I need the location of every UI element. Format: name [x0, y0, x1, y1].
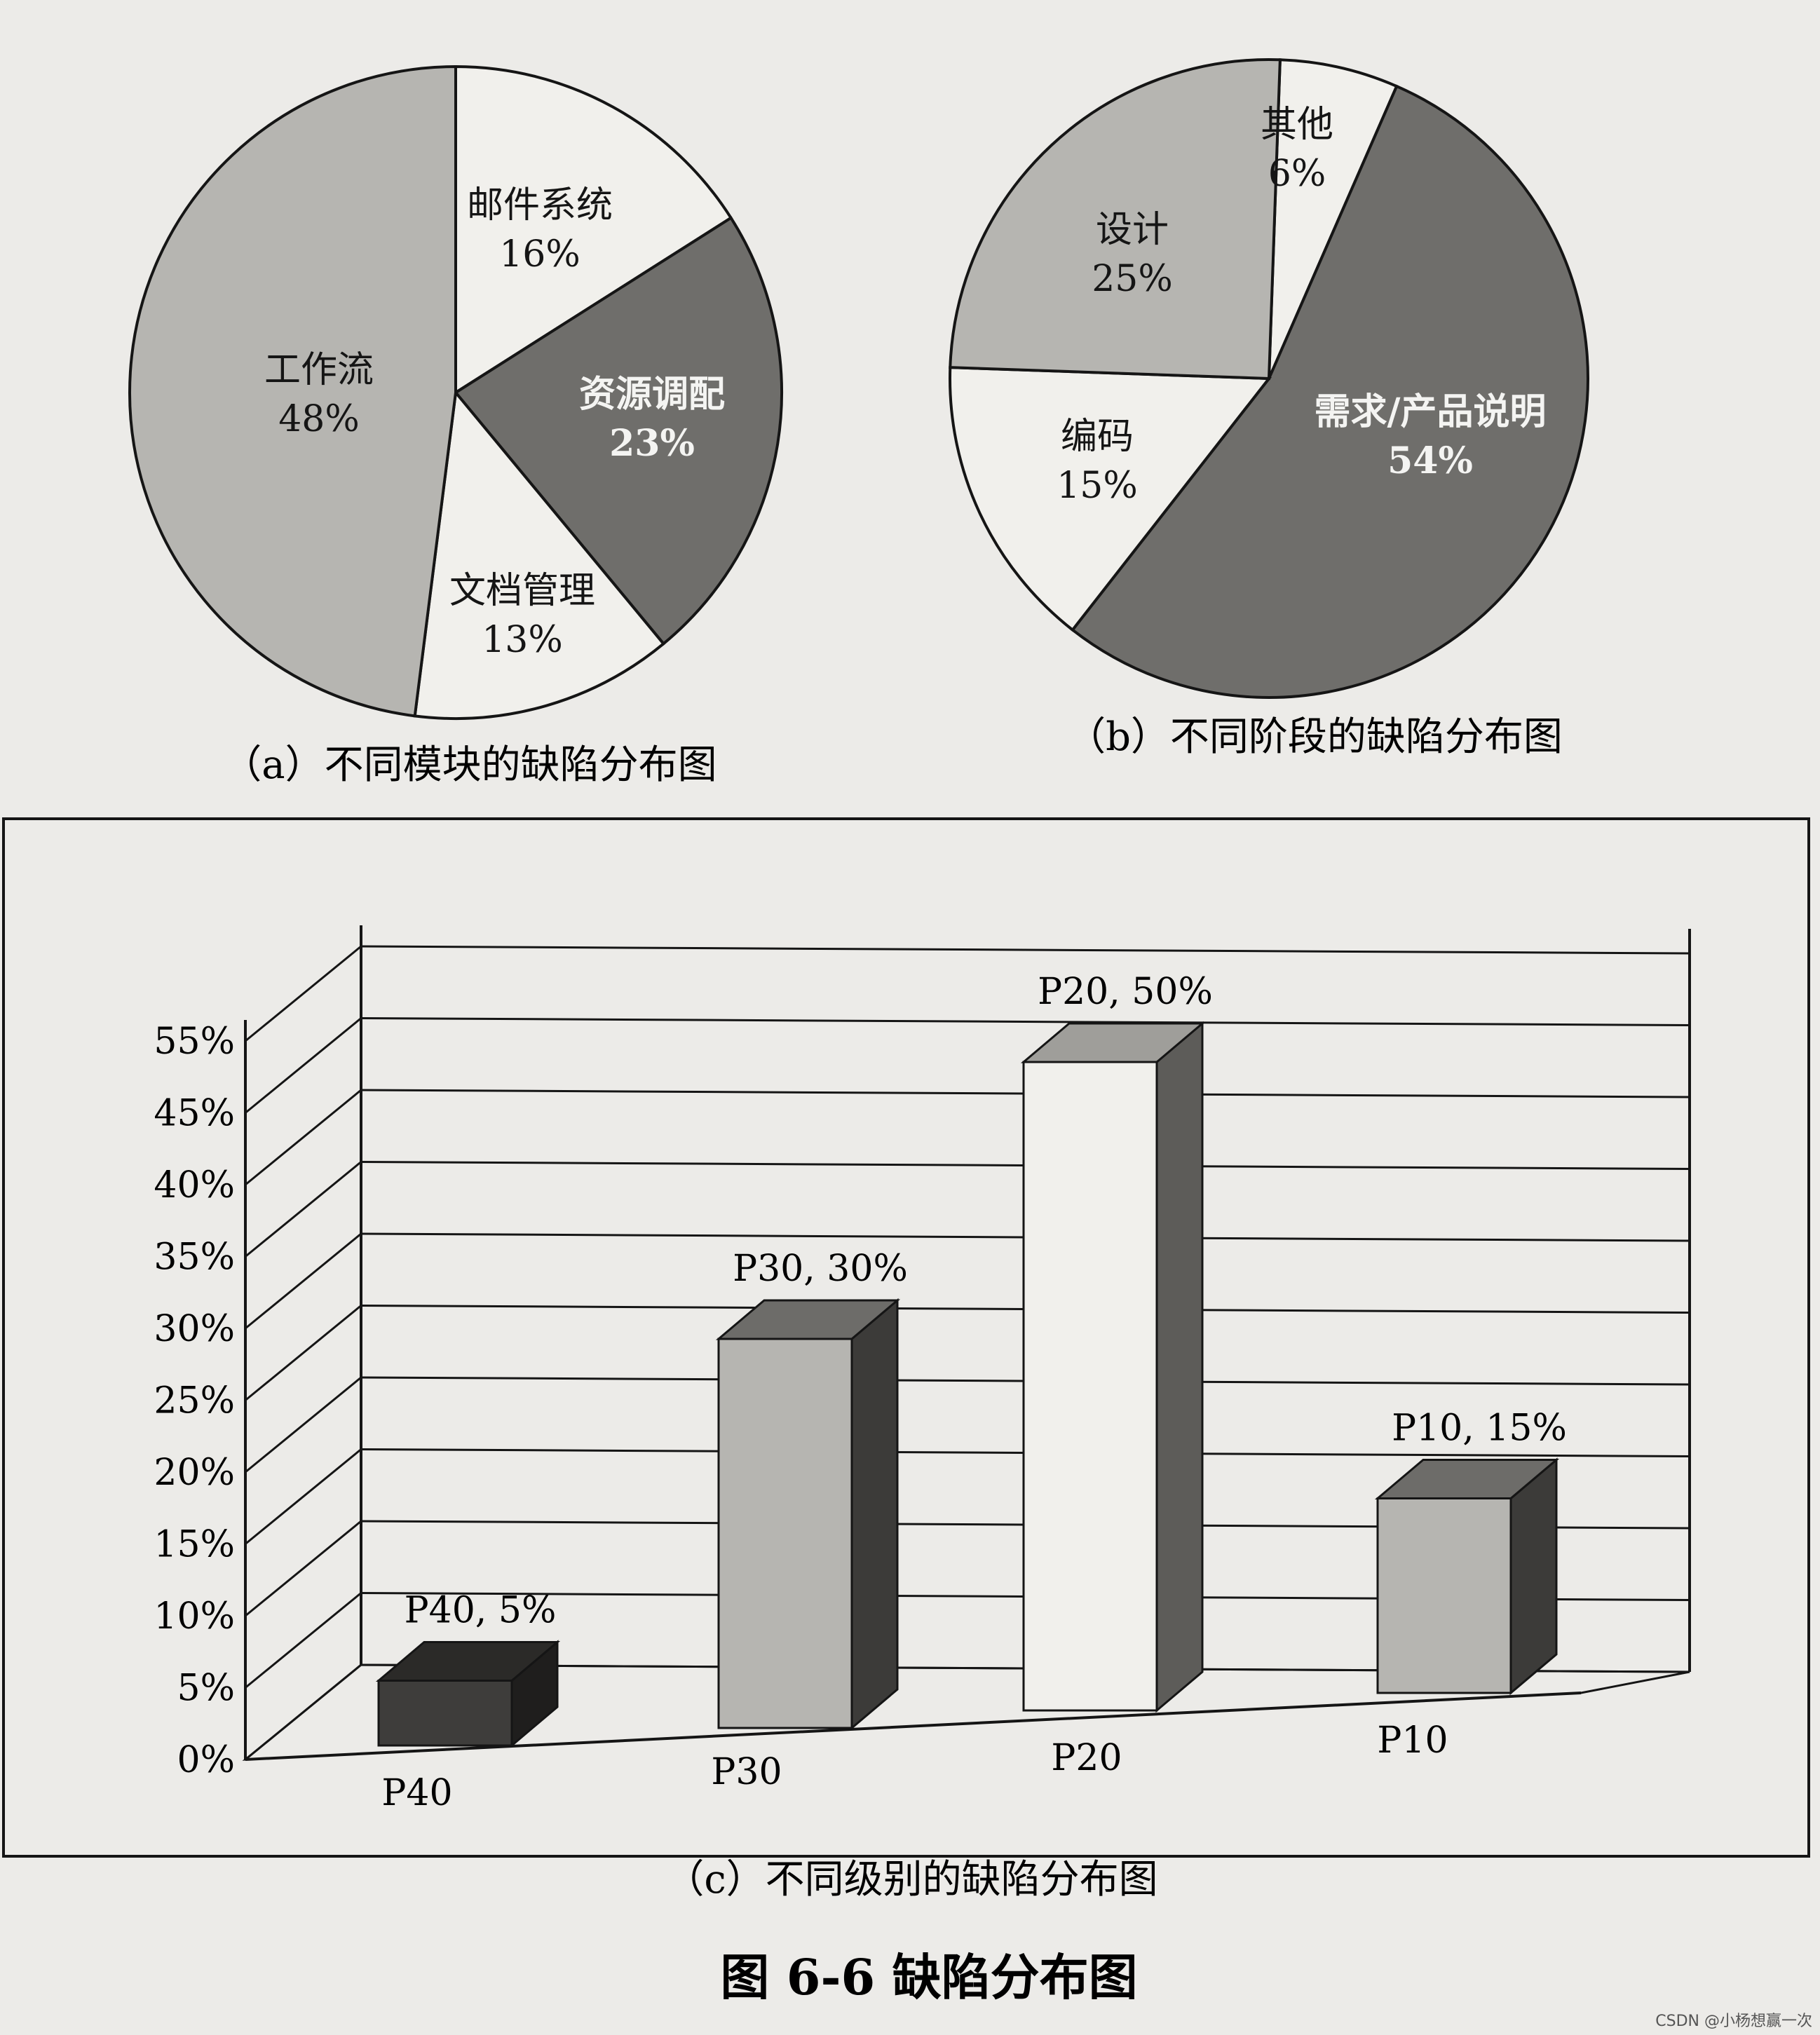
pie-slice-name: 资源调配 [579, 373, 725, 416]
y-tick-label: 40% [154, 1164, 235, 1206]
bar-side-face [1157, 1023, 1202, 1710]
bar-data-label: P20, 50% [1038, 971, 1213, 1013]
pie-slice-name: 工作流 [264, 349, 374, 391]
x-category-label: P20 [1051, 1737, 1122, 1779]
pie-slice-label: 23% [609, 422, 695, 465]
y-tick-label: 10% [154, 1595, 235, 1638]
caption-level-bar-chart: （c）不同级别的缺陷分布图 [665, 1857, 1157, 1903]
y-tick-label: 35% [154, 1237, 235, 1279]
pie-slice-name: 设计 [1096, 209, 1169, 251]
x-category-label: P40 [381, 1772, 452, 1814]
pie-slice-name: 邮件系统 [467, 184, 613, 226]
pie-slice-label: 6% [1268, 153, 1326, 195]
y-tick-label: 45% [154, 1093, 235, 1135]
pie-slice-label: 54% [1387, 440, 1473, 482]
bar-data-label: P40, 5% [405, 1590, 557, 1632]
bar [1378, 1499, 1511, 1694]
bar-side-face [1511, 1460, 1556, 1694]
x-category-label: P10 [1377, 1720, 1448, 1762]
caption-module-pie: （a）不同模块的缺陷分布图 [222, 742, 717, 788]
y-tick-label: 55% [154, 1021, 235, 1063]
phase-defect-pie: 其他 6% 需求/产品说明 54% 编码 15% 设计 25% [950, 60, 1588, 697]
y-tick-label: 25% [154, 1380, 235, 1422]
bar [719, 1339, 852, 1728]
pie-slice-name: 需求/产品说明 [1315, 390, 1547, 433]
bar-data-label: P30, 30% [733, 1248, 908, 1290]
y-tick-label: 5% [177, 1668, 236, 1710]
y-tick-label: 0% [177, 1739, 236, 1781]
pie-slice-label: 16% [499, 233, 580, 275]
pie-slice-label: 15% [1057, 465, 1138, 507]
watermark: CSDN @小杨想赢一次 [1655, 2013, 1812, 2030]
pie-slice-name: 文档管理 [449, 570, 595, 612]
caption-phase-pie: （b）不同阶段的缺陷分布图 [1066, 714, 1563, 760]
y-tick-label: 30% [154, 1308, 235, 1350]
y-tick-label: 15% [154, 1524, 235, 1566]
bar [379, 1681, 512, 1746]
module-defect-pie: 邮件系统 16% 资源调配 23% 文档管理 13% 工作流 48% [130, 67, 782, 719]
figure-title: 图 6-6 缺陷分布图 [720, 1948, 1137, 2006]
pie-slice-name: 其他 [1261, 104, 1333, 146]
y-tick-label: 20% [154, 1452, 235, 1494]
bar [1024, 1062, 1157, 1710]
pie-slice-label: 13% [482, 619, 563, 661]
pie-slice-label: 48% [278, 398, 360, 440]
bar-data-label: P10, 15% [1392, 1408, 1567, 1450]
pie-slice-name: 编码 [1061, 416, 1134, 458]
x-category-label: P30 [711, 1751, 782, 1793]
bar-side-face [852, 1300, 897, 1728]
pie-slice-label: 25% [1092, 258, 1173, 300]
